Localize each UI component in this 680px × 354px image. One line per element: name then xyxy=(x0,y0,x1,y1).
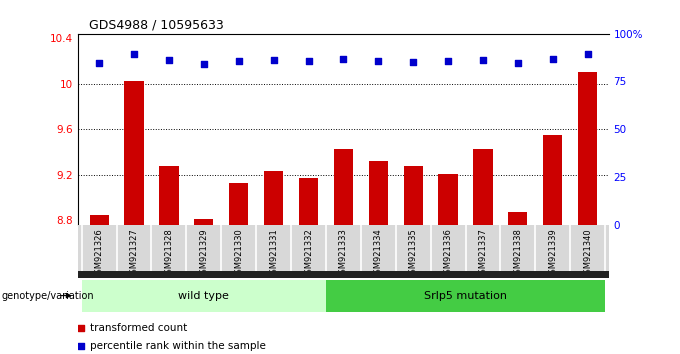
Point xyxy=(547,56,558,62)
Point xyxy=(229,288,240,294)
Text: wild type: wild type xyxy=(178,291,229,301)
Bar xyxy=(82,280,326,312)
Bar xyxy=(229,183,248,225)
Point xyxy=(582,51,593,57)
Text: GSM921329: GSM921329 xyxy=(199,228,208,279)
Point xyxy=(373,58,384,64)
Bar xyxy=(124,81,143,225)
Text: genotype/variation: genotype/variation xyxy=(1,291,94,301)
Bar xyxy=(159,166,179,225)
Bar xyxy=(264,171,283,225)
Bar xyxy=(369,161,388,225)
Text: GSM921328: GSM921328 xyxy=(165,228,173,279)
Text: GSM921326: GSM921326 xyxy=(95,228,103,279)
Bar xyxy=(439,173,458,225)
Text: GSM921330: GSM921330 xyxy=(234,228,243,279)
Bar xyxy=(326,280,605,312)
Text: GSM921339: GSM921339 xyxy=(548,228,558,279)
Text: transformed count: transformed count xyxy=(90,323,188,333)
Point xyxy=(443,58,454,64)
Point xyxy=(268,57,279,63)
Bar xyxy=(90,215,109,225)
Bar xyxy=(508,212,528,225)
Text: GSM921334: GSM921334 xyxy=(374,228,383,279)
Point xyxy=(199,62,209,67)
Point xyxy=(338,56,349,62)
Point xyxy=(233,58,244,64)
Point xyxy=(94,61,105,66)
Point xyxy=(163,57,174,63)
Point xyxy=(477,57,488,63)
Point xyxy=(408,59,419,65)
Text: Srlp5 mutation: Srlp5 mutation xyxy=(424,291,507,301)
Point xyxy=(229,129,240,135)
Point xyxy=(303,58,314,64)
Text: GSM921332: GSM921332 xyxy=(304,228,313,279)
Bar xyxy=(473,149,492,225)
Text: GSM921338: GSM921338 xyxy=(513,228,522,279)
Point xyxy=(513,61,524,66)
Point xyxy=(129,51,139,57)
Bar xyxy=(404,166,423,225)
Bar xyxy=(194,219,214,225)
Bar xyxy=(578,72,597,225)
Text: GSM921327: GSM921327 xyxy=(129,228,139,279)
Text: GSM921333: GSM921333 xyxy=(339,228,348,279)
Text: GSM921335: GSM921335 xyxy=(409,228,418,279)
Bar xyxy=(334,149,353,225)
Text: GSM921340: GSM921340 xyxy=(583,228,592,279)
Text: GSM921336: GSM921336 xyxy=(443,228,453,279)
Bar xyxy=(543,135,562,225)
Bar xyxy=(299,178,318,225)
Text: GDS4988 / 10595633: GDS4988 / 10595633 xyxy=(89,18,224,31)
Text: GSM921331: GSM921331 xyxy=(269,228,278,279)
Text: GSM921337: GSM921337 xyxy=(479,228,488,279)
Text: percentile rank within the sample: percentile rank within the sample xyxy=(90,341,266,351)
